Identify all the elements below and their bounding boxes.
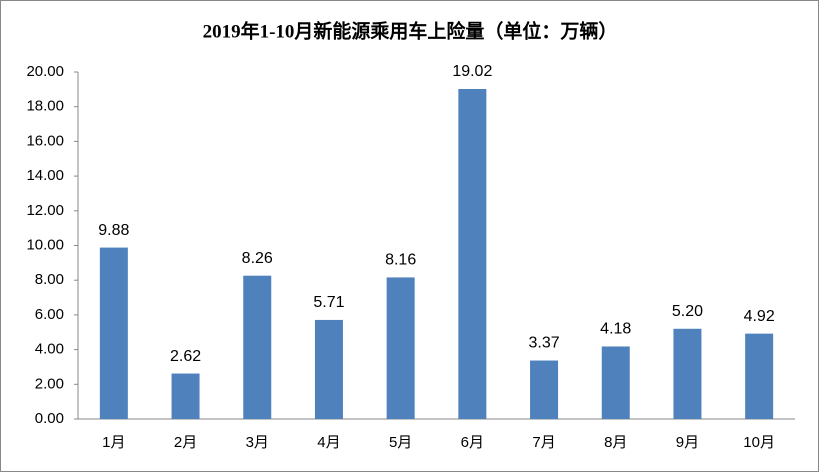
y-tick-label: 16.00	[26, 132, 64, 149]
x-tick-label: 2月	[174, 434, 197, 451]
bar	[601, 346, 630, 419]
value-label: 4.18	[600, 321, 631, 338]
x-tick-label: 10月	[743, 434, 775, 451]
bar	[386, 277, 415, 419]
x-tick-label: 6月	[461, 434, 484, 451]
x-tick-label: 8月	[604, 434, 627, 451]
x-tick-label: 5月	[389, 434, 412, 451]
value-label: 19.02	[452, 63, 492, 80]
bar	[530, 360, 559, 419]
value-label: 9.88	[98, 222, 129, 239]
y-tick-label: 20.00	[26, 63, 64, 80]
value-label: 5.20	[672, 303, 703, 320]
x-tick-label: 1月	[102, 434, 125, 451]
y-tick-label: 0.00	[35, 410, 64, 427]
bar	[673, 328, 702, 419]
bar	[745, 333, 774, 419]
value-label: 4.92	[744, 308, 775, 325]
x-tick-label: 7月	[532, 434, 555, 451]
y-tick-label: 14.00	[26, 167, 64, 184]
x-tick-label: 3月	[246, 434, 269, 451]
bar	[243, 275, 272, 419]
value-label: 8.26	[242, 250, 273, 267]
bar	[314, 319, 343, 419]
x-tick-label: 4月	[317, 434, 340, 451]
value-label: 3.37	[528, 335, 559, 352]
value-label: 5.71	[313, 294, 344, 311]
value-label: 8.16	[385, 252, 416, 269]
x-tick-label: 9月	[676, 434, 699, 451]
chart-title: 2019年1-10月新能源乘用车上险量（单位：万辆）	[203, 19, 618, 42]
y-tick-label: 6.00	[35, 306, 64, 323]
y-tick-label: 12.00	[26, 202, 64, 219]
y-tick-label: 18.00	[26, 98, 64, 115]
bar	[458, 89, 487, 420]
bar	[171, 373, 200, 419]
y-tick-label: 8.00	[35, 271, 64, 288]
y-tick-label: 4.00	[35, 341, 64, 358]
bar	[99, 247, 128, 419]
value-label: 2.62	[170, 348, 201, 365]
y-tick-label: 10.00	[26, 236, 64, 253]
y-tick-label: 2.00	[35, 375, 64, 392]
